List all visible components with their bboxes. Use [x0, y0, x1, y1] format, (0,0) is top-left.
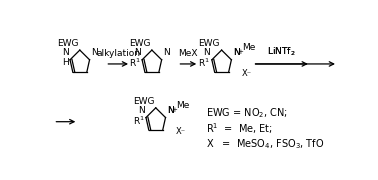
- Text: alkylation: alkylation: [96, 49, 140, 58]
- Text: N: N: [167, 106, 174, 115]
- Text: X⁻: X⁻: [242, 69, 251, 78]
- Text: X   =  MeSO$_4$, FSO$_3$, TfO: X = MeSO$_4$, FSO$_3$, TfO: [206, 137, 325, 151]
- Text: R$^1$: R$^1$: [133, 114, 144, 127]
- Text: N: N: [62, 48, 68, 57]
- Text: EWG: EWG: [57, 39, 78, 48]
- Text: EWG = NO$_2$, CN;: EWG = NO$_2$, CN;: [206, 106, 288, 120]
- Text: N: N: [163, 48, 170, 57]
- Text: EWG: EWG: [129, 39, 150, 48]
- Text: N: N: [233, 48, 240, 57]
- Text: MeX: MeX: [178, 49, 198, 58]
- Text: X⁻: X⁻: [175, 127, 186, 136]
- Text: R$^1$  =  Me, Et;: R$^1$ = Me, Et;: [206, 122, 273, 136]
- Text: EWG: EWG: [198, 39, 220, 48]
- Text: N: N: [91, 48, 98, 57]
- Text: Me: Me: [177, 101, 190, 110]
- Text: LiNTf$_2$: LiNTf$_2$: [268, 45, 296, 58]
- Text: N: N: [134, 48, 141, 57]
- Text: EWG: EWG: [133, 96, 154, 105]
- Text: R$^1$: R$^1$: [129, 57, 141, 69]
- Text: +: +: [172, 107, 178, 113]
- Text: R$^1$: R$^1$: [198, 57, 210, 69]
- Text: N: N: [233, 48, 240, 57]
- Text: H: H: [62, 58, 68, 68]
- Text: N: N: [138, 106, 144, 115]
- Text: LiNTf$_2$: LiNTf$_2$: [267, 45, 296, 58]
- Text: N: N: [204, 48, 210, 57]
- Text: N: N: [167, 106, 174, 115]
- Text: Me: Me: [242, 43, 256, 52]
- Text: +: +: [238, 49, 243, 55]
